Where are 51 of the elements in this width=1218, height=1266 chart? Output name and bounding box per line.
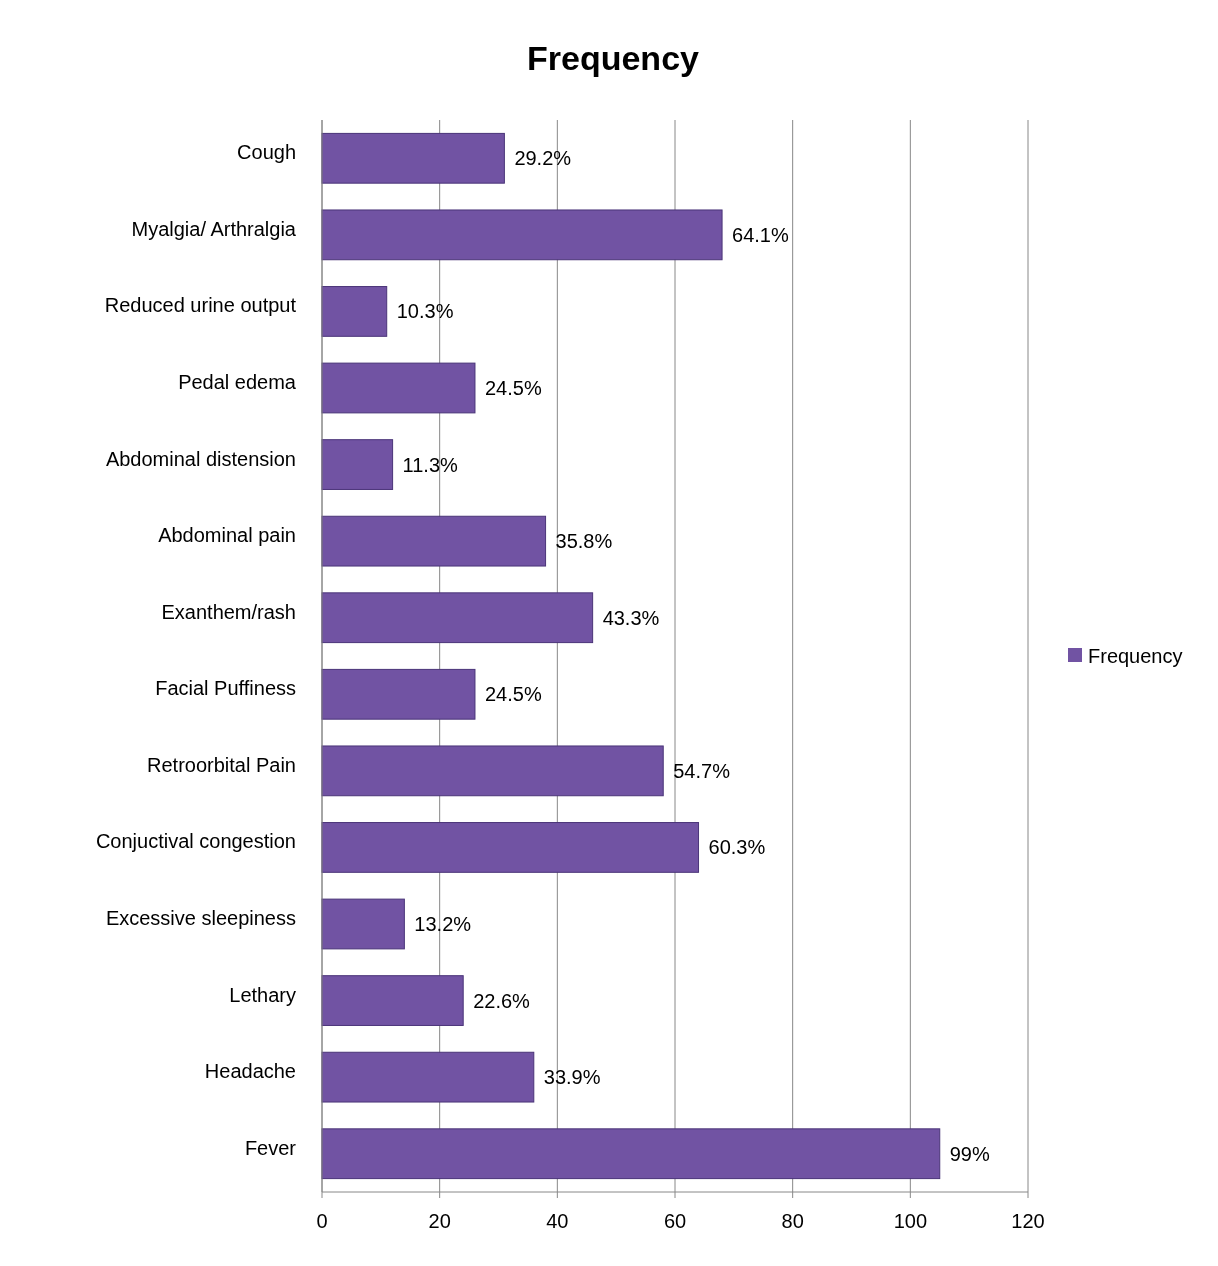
annotation: 29.2% xyxy=(514,147,572,170)
y-tick-label: Retroorbital Pain xyxy=(147,753,296,776)
x-tick-label: 0 xyxy=(316,1210,328,1232)
y-tick-label: Headache xyxy=(204,1060,296,1083)
annotation: 11.3% xyxy=(402,453,459,476)
bar xyxy=(321,209,723,261)
chart-title: Frequency xyxy=(527,39,700,77)
legend-label: Frequency xyxy=(1088,645,1183,667)
annotation: 24.5% xyxy=(484,683,542,706)
annotation: 24.5% xyxy=(484,377,542,399)
y-tick-label: Exanthem/rash xyxy=(161,600,296,623)
bar xyxy=(321,286,388,337)
annotation: 60.3% xyxy=(708,836,766,859)
annotation: 22.6% xyxy=(473,989,531,1012)
y-tick-label: Cough xyxy=(237,141,296,164)
bar xyxy=(321,1128,941,1180)
bar xyxy=(321,822,700,873)
bar xyxy=(321,1051,535,1103)
y-tick-label: Facial Puffiness xyxy=(155,677,296,700)
annotation: 33.9% xyxy=(543,1066,601,1089)
y-tick-label: Reduced urine output xyxy=(104,294,297,317)
annotation: 10.3% xyxy=(396,300,454,323)
x-tick-label: 80 xyxy=(781,1210,804,1232)
y-tick-label: Excessive sleepiness xyxy=(105,907,296,929)
bar xyxy=(321,592,594,644)
bar xyxy=(321,745,664,797)
bar xyxy=(321,668,476,720)
y-tick-label: Pedal edema xyxy=(178,371,297,393)
bar xyxy=(321,362,476,414)
annotation: 64.1% xyxy=(732,223,789,246)
annotation: 35.8% xyxy=(555,530,613,553)
y-tick-label: Conjuctival congestion xyxy=(95,830,296,853)
bar xyxy=(321,132,505,184)
y-tick-label: Myalgia/ Arthralgia xyxy=(131,217,297,240)
annotation: 99% xyxy=(949,1142,990,1165)
x-tick-label: 120 xyxy=(1011,1210,1045,1232)
x-tick-label: 100 xyxy=(893,1210,928,1232)
x-tick-label: 60 xyxy=(663,1210,687,1232)
x-tick-label: 20 xyxy=(428,1210,451,1232)
bar xyxy=(321,898,405,950)
annotation: 54.7% xyxy=(673,759,731,782)
bar xyxy=(321,439,394,490)
bar xyxy=(321,975,464,1026)
annotation: 13.2% xyxy=(414,913,472,935)
y-tick-label: Abdominal distension xyxy=(105,447,296,470)
y-tick-label: Abdominal pain xyxy=(158,524,296,547)
x-tick-label: 40 xyxy=(546,1210,569,1232)
y-tick-label: Lethary xyxy=(229,983,296,1006)
bar xyxy=(321,515,547,567)
annotation: 43.3% xyxy=(602,606,660,629)
y-tick-label: Fever xyxy=(244,1136,297,1159)
